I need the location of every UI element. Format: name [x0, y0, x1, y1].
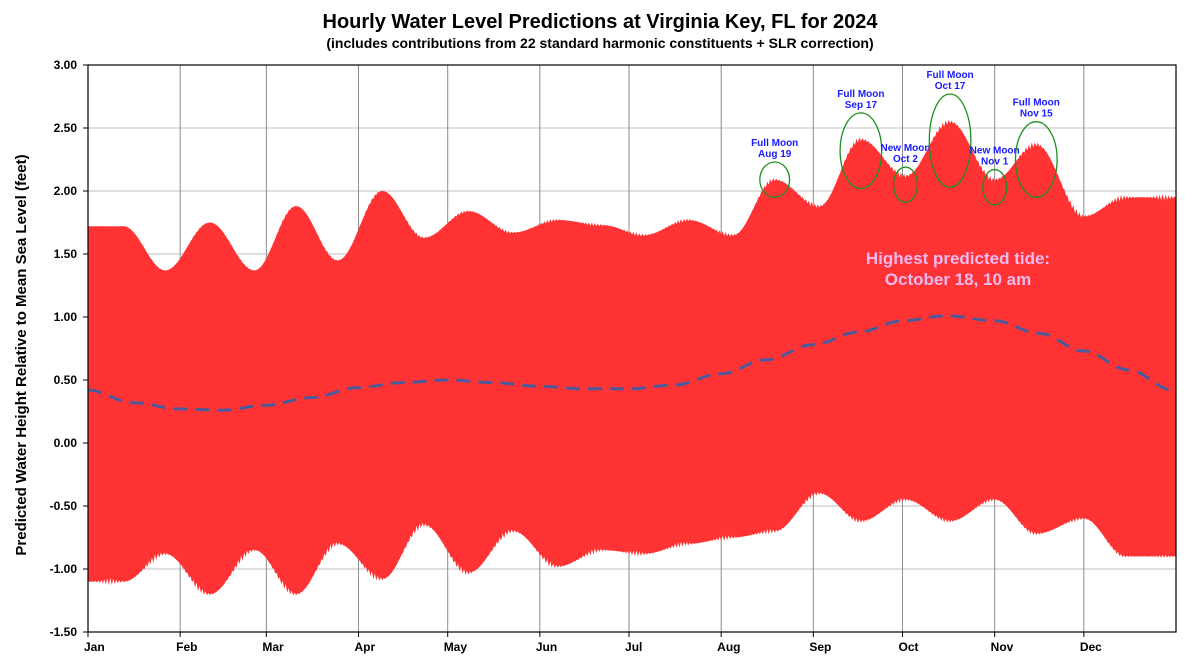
moon-label-date: Nov 15: [1020, 109, 1053, 120]
x-tick-label: Jun: [536, 640, 557, 654]
highest-tide-line1: Highest predicted tide:: [866, 249, 1050, 268]
moon-label-phase: Full Moon: [837, 89, 884, 100]
y-tick-label: -0.50: [50, 499, 78, 513]
y-tick-label: -1.50: [50, 625, 78, 639]
moon-label-phase: New Moon: [970, 146, 1020, 157]
x-tick-label: Nov: [991, 640, 1014, 654]
y-tick-label: 3.00: [54, 58, 78, 72]
y-tick-label: 1.50: [54, 247, 78, 261]
x-tick-label: Sep: [809, 640, 831, 654]
y-tick-label: 0.00: [54, 436, 78, 450]
x-tick-label: Jul: [625, 640, 642, 654]
mean-dashed-line: [87, 314, 1176, 412]
y-tick-label: -1.00: [50, 562, 78, 576]
moon-circle: [928, 93, 972, 188]
moon-circle: [839, 112, 883, 190]
plot-frame: [87, 64, 1177, 633]
chart-subtitle: (includes contributions from 22 standard…: [326, 35, 873, 51]
moon-label-date: Nov 1: [981, 157, 1009, 168]
moon-circle: [759, 161, 791, 198]
y-axis-label: Predicted Water Height Relative to Mean …: [13, 154, 30, 555]
x-tick-label: Dec: [1080, 640, 1102, 654]
y-tick-label: 0.50: [54, 373, 78, 387]
moon-label-date: Oct 17: [935, 81, 966, 92]
moon-circle: [982, 168, 1008, 206]
envelope-area: [88, 119, 1176, 596]
x-tick-label: Mar: [262, 640, 284, 654]
x-tick-label: Oct: [899, 640, 919, 654]
moon-label-date: Oct 2: [893, 154, 918, 165]
axis-ticks: 3.00 2.50 2.00 1.50 1.00 0.50 0.00 -0.50 -1.00 -1…: [50, 58, 1103, 654]
mean-level-line: [87, 314, 1176, 412]
x-tick-label: Jan: [84, 640, 105, 654]
moon-circle: [1014, 121, 1058, 198]
water-level-envelope: [88, 119, 1176, 596]
highest-tide-line2: October 18, 10 am: [885, 270, 1031, 289]
x-tick-label: May: [444, 640, 468, 654]
y-tick-label: 2.00: [54, 184, 78, 198]
moon-label-date: Aug 19: [758, 149, 792, 160]
moon-circle: [892, 166, 919, 203]
x-tick-label: Aug: [717, 640, 740, 654]
y-tick-label: 2.50: [54, 121, 78, 135]
y-tick-label: 1.00: [54, 310, 78, 324]
moon-label-date: Sep 17: [845, 100, 878, 111]
x-tick-label: Feb: [176, 640, 197, 654]
x-tick-label: Apr: [355, 640, 376, 654]
chart-title: Hourly Water Level Predictions at Virgin…: [323, 11, 879, 33]
moon-label-phase: Full Moon: [1013, 98, 1060, 109]
moon-label-phase: Full Moon: [751, 138, 798, 149]
moon-label-phase: New Moon: [880, 143, 930, 154]
highest-tide-callout: Highest predicted tide: October 18, 10 a…: [866, 249, 1050, 289]
moon-label-phase: Full Moon: [926, 70, 973, 81]
